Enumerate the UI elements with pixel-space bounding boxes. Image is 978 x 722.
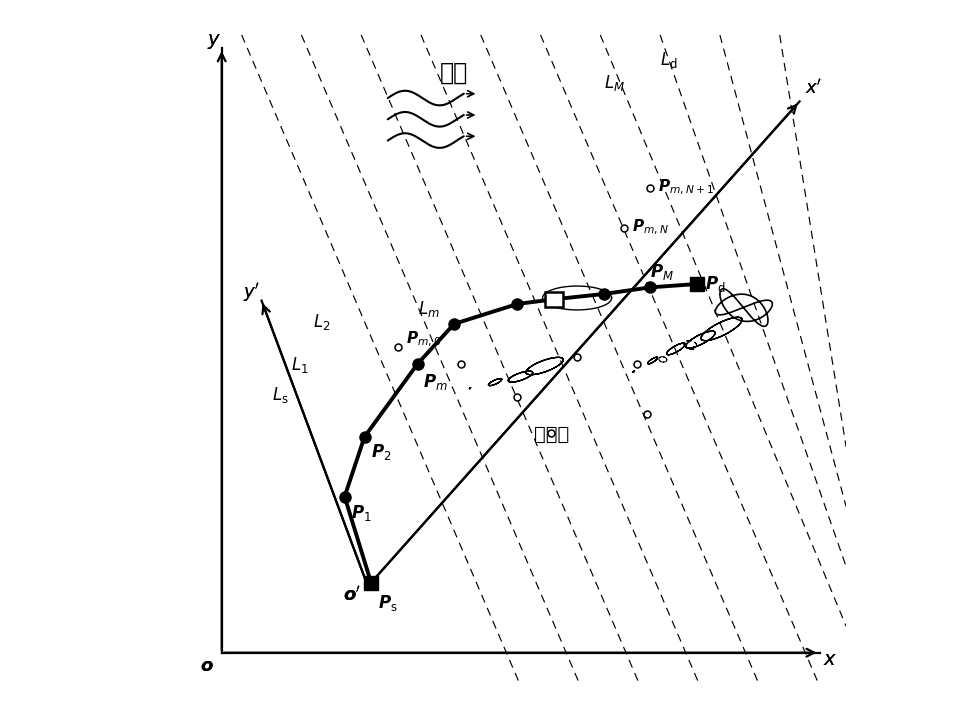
Text: 洋流: 洋流 <box>439 61 467 84</box>
Text: $L_\mathrm{d}$: $L_\mathrm{d}$ <box>659 50 677 70</box>
Text: $\boldsymbol{P}_{m,0}$: $\boldsymbol{P}_{m,0}$ <box>405 329 440 349</box>
Text: $L_\mathrm{s}$: $L_\mathrm{s}$ <box>271 386 288 405</box>
Text: $\boldsymbol{P}_{m,N}$: $\boldsymbol{P}_{m,N}$ <box>631 218 668 238</box>
Text: $x'$: $x'$ <box>804 79 822 97</box>
Text: $L_2$: $L_2$ <box>313 312 331 332</box>
Text: $\boldsymbol{o}'$: $\boldsymbol{o}'$ <box>342 586 360 605</box>
Text: $y$: $y$ <box>207 32 221 51</box>
Text: $\boldsymbol{P}_\mathrm{s}$: $\boldsymbol{P}_\mathrm{s}$ <box>378 593 397 613</box>
Text: $L_M$: $L_M$ <box>603 73 624 93</box>
Text: $x$: $x$ <box>822 650 836 669</box>
Text: 障碍物: 障碍物 <box>533 425 568 444</box>
Text: $\boldsymbol{P}_m$: $\boldsymbol{P}_m$ <box>422 372 447 392</box>
Text: $\boldsymbol{o}$: $\boldsymbol{o}$ <box>200 657 214 675</box>
Text: $\boldsymbol{o}'$: $\boldsymbol{o}'$ <box>342 586 360 605</box>
Text: $\boldsymbol{P}_M$: $\boldsymbol{P}_M$ <box>649 262 674 282</box>
Text: $L_m$: $L_m$ <box>418 299 439 319</box>
Text: $\boldsymbol{P}_1$: $\boldsymbol{P}_1$ <box>351 503 372 523</box>
Text: $L_1$: $L_1$ <box>291 355 309 375</box>
Text: $y'$: $y'$ <box>243 281 260 304</box>
Text: $x$: $x$ <box>822 650 836 669</box>
Text: $\boldsymbol{o}$: $\boldsymbol{o}$ <box>200 657 214 675</box>
Text: $\boldsymbol{P}_2$: $\boldsymbol{P}_2$ <box>371 442 391 462</box>
FancyBboxPatch shape <box>544 292 562 307</box>
Text: $y'$: $y'$ <box>243 281 260 304</box>
Text: $\boldsymbol{P}_\mathrm{d}$: $\boldsymbol{P}_\mathrm{d}$ <box>704 274 725 295</box>
Text: $x'$: $x'$ <box>804 79 822 97</box>
Text: $\boldsymbol{P}_{m,N+1}$: $\boldsymbol{P}_{m,N+1}$ <box>657 178 713 197</box>
Text: $y$: $y$ <box>207 32 221 51</box>
